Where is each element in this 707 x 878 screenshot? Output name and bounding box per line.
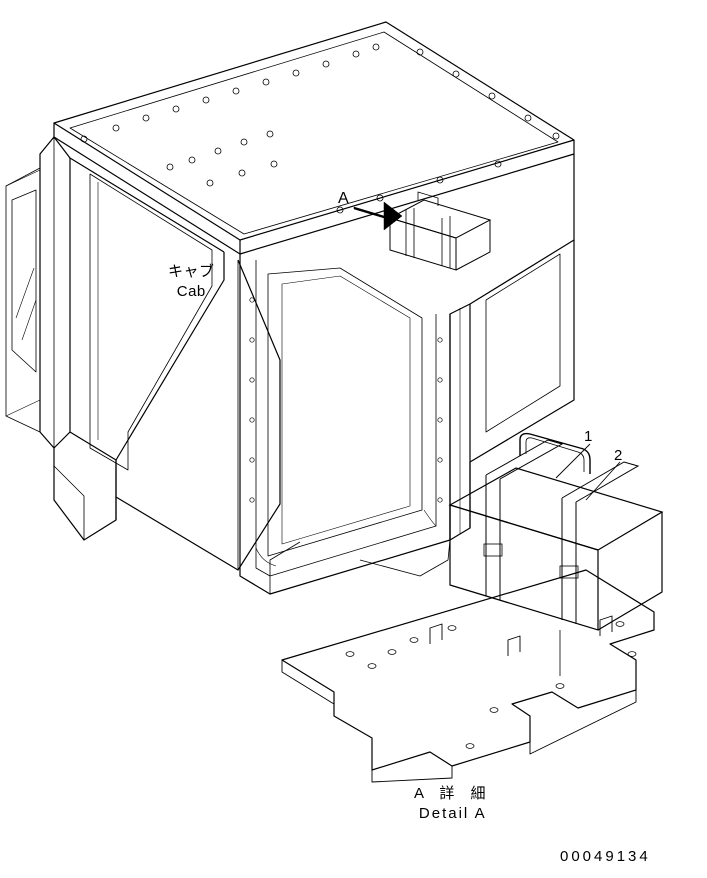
detail-a-label: A 詳 細 Detail A bbox=[414, 784, 492, 823]
callout-2: 2 bbox=[614, 446, 623, 466]
cab-label: キャブ Cab bbox=[168, 262, 215, 301]
arrow-a bbox=[354, 202, 402, 230]
detail-a-label-jp: A 詳 細 bbox=[414, 784, 492, 804]
cab-label-jp: キャブ bbox=[168, 262, 215, 282]
lunchbox-in-cab bbox=[390, 192, 490, 270]
cab-assembly bbox=[6, 22, 574, 594]
cab-label-en: Cab bbox=[168, 282, 215, 302]
arrow-a-label: A bbox=[338, 189, 349, 210]
part-number: 00049134 bbox=[560, 848, 651, 865]
detail-a-label-en: Detail A bbox=[414, 804, 492, 824]
callout-1: 1 bbox=[584, 427, 593, 447]
technical-drawing bbox=[0, 0, 707, 878]
